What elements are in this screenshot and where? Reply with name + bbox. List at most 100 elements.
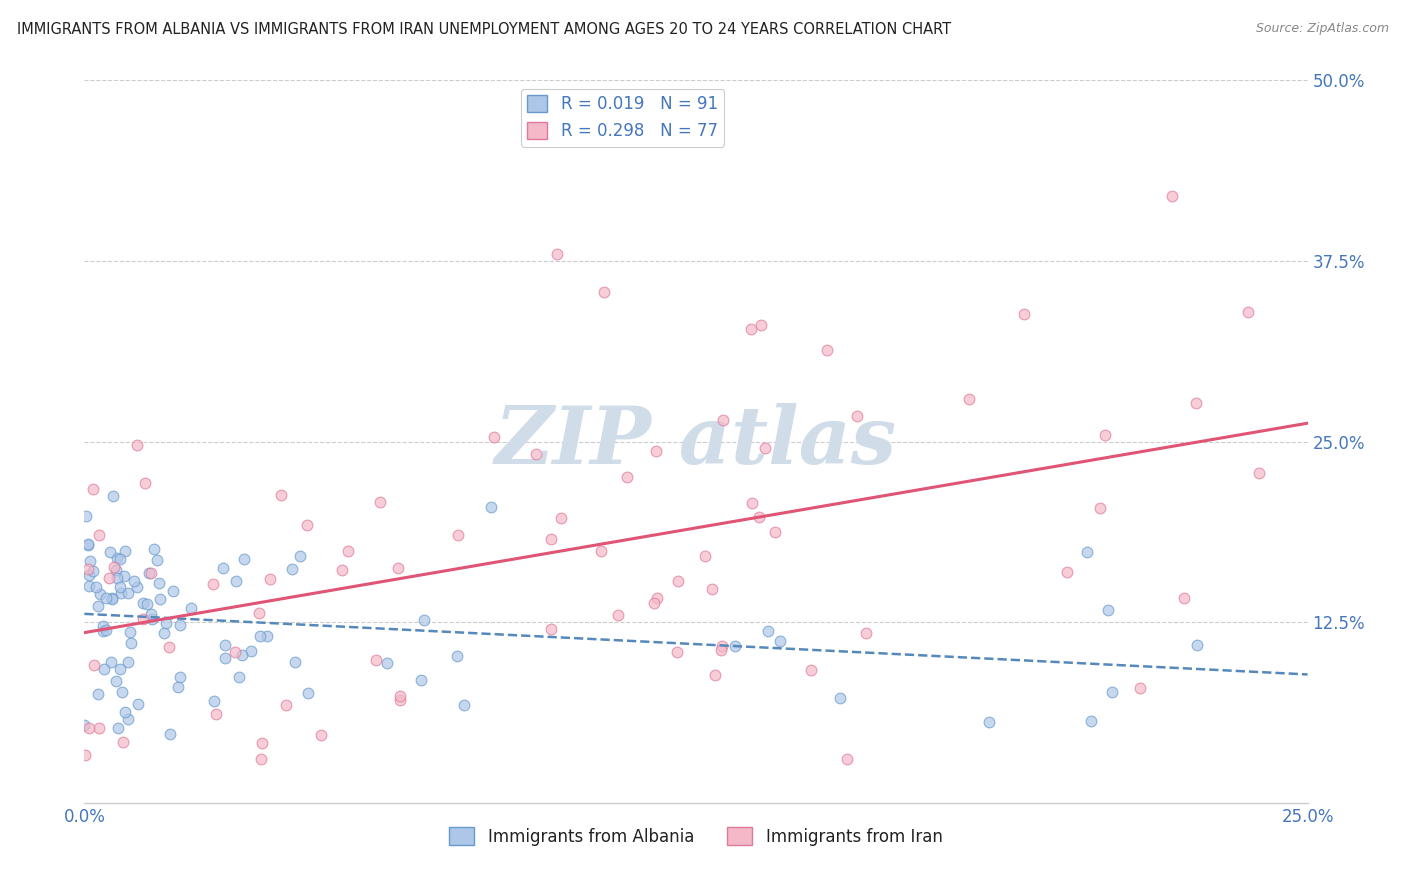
Point [250,752,273,766]
Point [77,579,100,593]
Point [1094,428,1116,442]
Point [107,721,129,735]
Point [330,563,353,577]
Point [616,470,638,484]
Point [1161,189,1184,203]
Point [754,441,776,455]
Point [479,500,502,515]
Point [711,639,734,653]
Point [297,685,319,699]
Point [710,643,733,657]
Point [309,728,332,742]
Point [256,629,278,643]
Point [484,430,506,444]
Point [149,591,172,606]
Point [281,562,304,576]
Point [105,571,128,585]
Point [225,574,247,588]
Point [77,721,100,735]
Point [100,592,122,607]
Point [336,544,359,558]
Point [239,643,262,657]
Point [91,619,114,633]
Point [368,495,391,509]
Point [855,626,877,640]
Point [104,673,127,688]
Point [82,483,104,497]
Point [233,552,256,566]
Point [693,549,716,563]
Point [73,718,96,732]
Point [111,684,134,698]
Point [141,612,163,626]
Point [77,562,100,576]
Point [724,639,747,653]
Point [214,651,236,665]
Point [139,566,162,581]
Point [91,624,114,639]
Point [377,656,399,670]
Point [1097,603,1119,617]
Point [741,495,763,509]
Point [295,518,318,533]
Point [201,576,224,591]
Point [89,587,111,601]
Point [134,476,156,491]
Point [205,707,228,722]
Point [214,638,236,652]
Point [769,633,792,648]
Point [162,584,184,599]
Point [589,544,612,558]
Point [388,693,411,707]
Point [748,510,770,524]
Point [711,413,734,427]
Point [666,645,689,659]
Point [704,667,727,681]
Point [155,615,177,630]
Point [546,246,568,260]
Point [645,591,668,605]
Point [87,599,110,614]
Point [835,752,858,766]
Point [387,561,409,575]
Point [180,601,202,615]
Point [110,662,132,676]
Point [756,624,779,638]
Point [75,508,97,523]
Point [231,648,253,663]
Point [388,689,411,703]
Point [77,537,100,551]
Point [592,285,614,300]
Point [1249,466,1271,480]
Point [169,618,191,632]
Point [112,569,135,583]
Point [104,563,127,577]
Point [364,653,387,667]
Point [143,542,166,557]
Point [159,726,181,740]
Point [1088,501,1111,516]
Point [830,691,852,706]
Point [763,524,786,539]
Point [550,511,572,525]
Point [979,715,1001,730]
Point [157,640,180,655]
Point [202,694,225,708]
Point [1187,638,1209,652]
Text: ZIP atlas: ZIP atlas [495,403,897,480]
Point [87,528,110,542]
Point [76,538,98,552]
Point [108,581,131,595]
Point [96,591,118,605]
Point [666,574,689,589]
Point [94,623,117,637]
Point [127,697,149,711]
Point [284,655,307,669]
Point [249,629,271,643]
Text: Source: ZipAtlas.com: Source: ZipAtlas.com [1256,22,1389,36]
Point [136,597,159,611]
Point [114,705,136,719]
Point [212,561,235,575]
Point [270,488,292,502]
Point [524,447,547,461]
